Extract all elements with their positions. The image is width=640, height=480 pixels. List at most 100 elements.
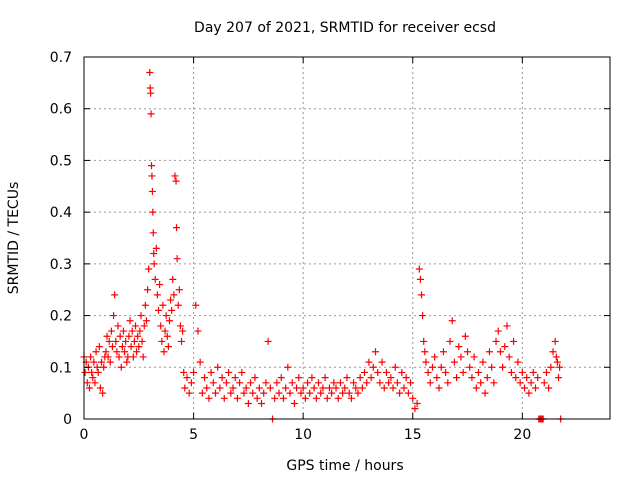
data-point	[119, 327, 127, 335]
data-point	[551, 337, 559, 345]
data-point	[448, 317, 456, 325]
data-point	[158, 337, 166, 345]
data-point	[90, 358, 98, 366]
data-point	[310, 384, 318, 392]
data-point	[485, 348, 493, 356]
data-point	[472, 384, 480, 392]
data-point	[122, 337, 130, 345]
data-point	[169, 275, 177, 283]
data-point	[396, 389, 404, 397]
data-point	[312, 394, 320, 402]
data-point	[501, 343, 509, 351]
x-tick-label: 5	[189, 427, 198, 443]
data-point	[128, 327, 136, 335]
data-point	[108, 343, 116, 351]
data-point	[157, 322, 165, 330]
data-point	[415, 265, 423, 273]
data-point	[343, 374, 351, 382]
data-point	[146, 69, 154, 77]
data-point	[92, 348, 100, 356]
data-point	[155, 306, 163, 314]
data-point	[125, 332, 133, 340]
data-point	[547, 363, 555, 371]
data-point	[306, 389, 314, 397]
data-point	[107, 327, 115, 335]
data-point	[192, 301, 200, 309]
data-point	[148, 187, 156, 195]
data-point	[175, 286, 183, 294]
data-point	[297, 389, 305, 397]
data-point	[123, 358, 131, 366]
data-point	[552, 353, 560, 361]
data-point	[178, 337, 186, 345]
data-point	[196, 358, 204, 366]
data-point	[102, 348, 110, 356]
data-point	[110, 312, 118, 320]
y-tick-label: 0.5	[50, 153, 72, 169]
data-point	[116, 332, 124, 340]
y-tick-label: 0.3	[50, 257, 72, 273]
data-point	[231, 374, 239, 382]
y-tick-label: 0.1	[50, 360, 72, 376]
data-point	[163, 332, 171, 340]
data-point	[180, 368, 188, 376]
data-point	[490, 379, 498, 387]
data-point	[162, 312, 170, 320]
data-point	[114, 322, 122, 330]
data-point	[470, 353, 478, 361]
data-point	[418, 291, 426, 299]
data-point	[422, 358, 430, 366]
data-point	[293, 384, 301, 392]
data-point	[527, 379, 535, 387]
data-point	[149, 208, 157, 216]
data-point	[96, 384, 104, 392]
y-axis-label: SRMTID / TECUs	[6, 182, 22, 295]
data-point	[134, 332, 142, 340]
data-point	[529, 368, 537, 376]
data-point	[556, 363, 564, 371]
data-point	[365, 358, 373, 366]
data-point	[400, 384, 408, 392]
data-point	[341, 384, 349, 392]
data-point	[288, 379, 296, 387]
data-point	[416, 275, 424, 283]
data-point	[244, 399, 252, 407]
data-point	[290, 399, 298, 407]
data-point	[393, 379, 401, 387]
data-point	[147, 110, 155, 118]
data-point	[389, 384, 397, 392]
data-point	[275, 389, 283, 397]
x-tick-label: 0	[80, 427, 89, 443]
x-axis-label: GPS time / hours	[286, 458, 403, 474]
y-tick-label: 0.4	[50, 205, 72, 221]
data-point	[262, 379, 270, 387]
data-point	[212, 389, 219, 397]
data-point	[380, 384, 388, 392]
data-point	[356, 374, 364, 382]
data-point	[479, 358, 487, 366]
data-point	[179, 327, 187, 335]
data-point	[523, 374, 531, 382]
data-point	[534, 374, 542, 382]
data-point	[135, 343, 143, 351]
data-point	[336, 379, 344, 387]
data-point	[367, 374, 375, 382]
data-point	[185, 389, 193, 397]
data-point	[150, 260, 158, 268]
data-point	[371, 348, 379, 356]
data-point	[354, 389, 362, 397]
data-point	[112, 337, 120, 345]
data-point	[411, 405, 419, 413]
data-point	[540, 379, 548, 387]
data-point	[315, 379, 323, 387]
data-point	[433, 374, 441, 382]
data-point	[145, 265, 153, 273]
data-point	[442, 368, 450, 376]
data-point	[121, 348, 129, 356]
data-point	[88, 368, 96, 376]
data-point	[126, 317, 134, 325]
data-point	[258, 399, 266, 407]
data-point	[161, 327, 169, 335]
data-point	[225, 368, 233, 376]
data-point	[148, 172, 156, 180]
